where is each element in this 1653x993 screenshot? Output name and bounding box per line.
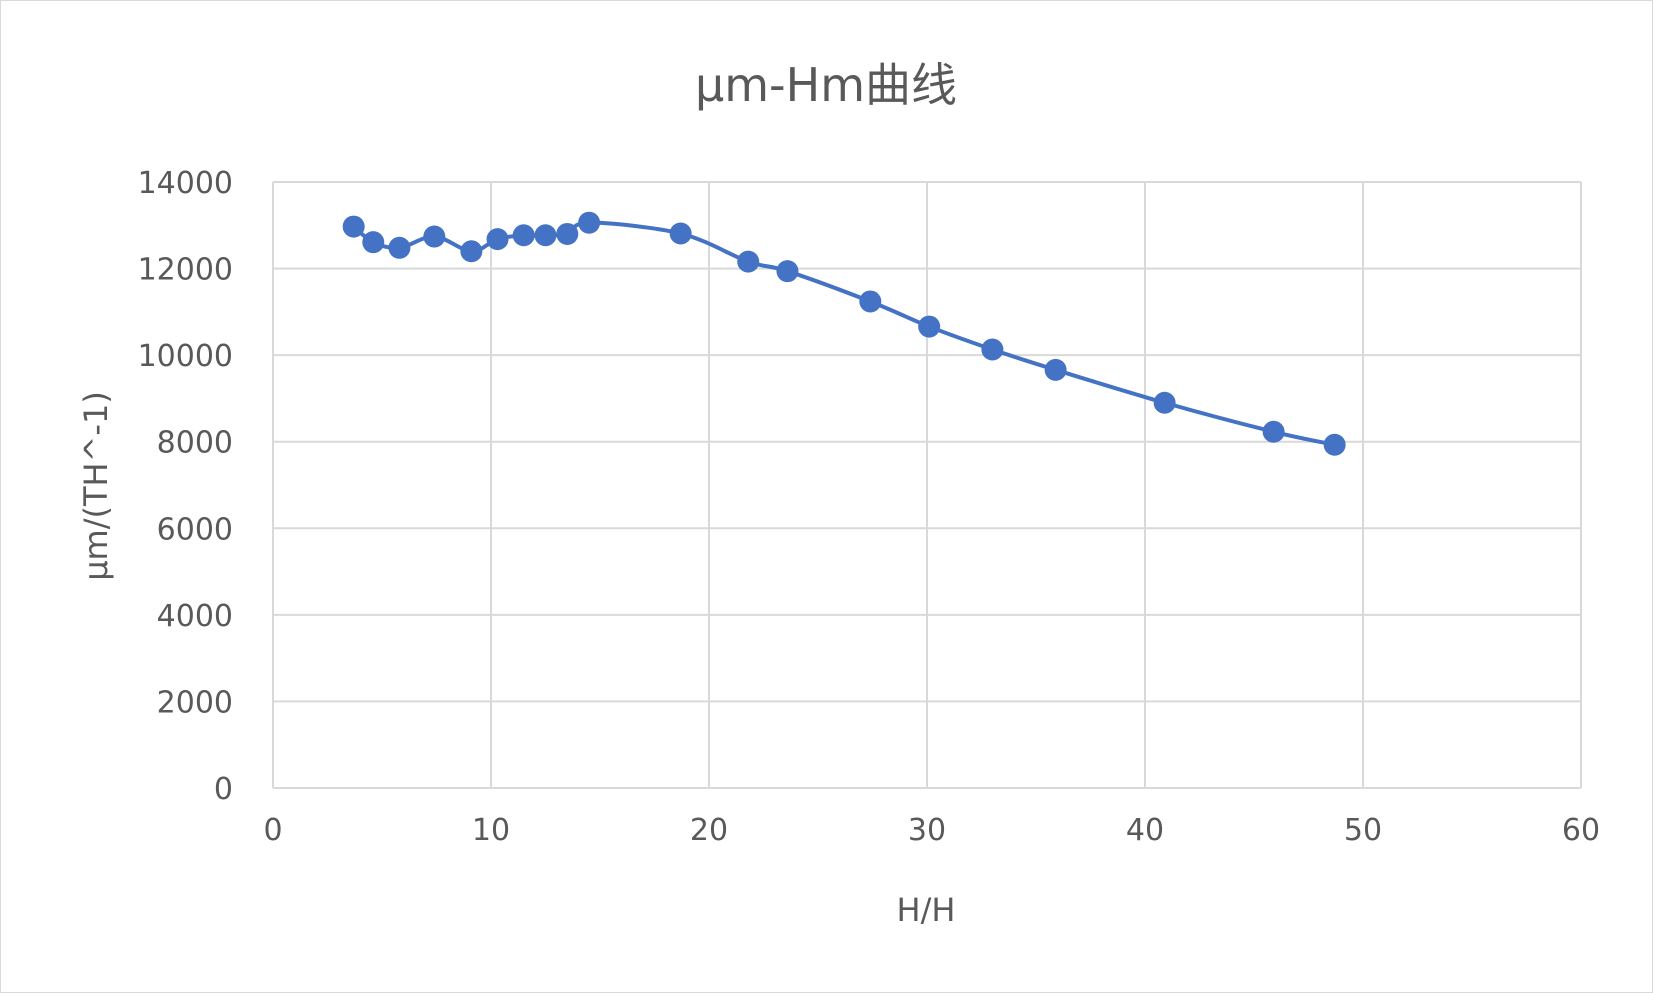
data-point: [486, 228, 509, 251]
y-tick-label: 8000: [157, 426, 233, 461]
x-tick-label: 10: [472, 813, 510, 848]
y-tick-label: 0: [214, 772, 233, 807]
y-tick-label: 10000: [138, 339, 233, 374]
x-tick-label: 30: [908, 813, 946, 848]
x-tick-label: 40: [1126, 813, 1164, 848]
x-axis-label: H/H: [897, 891, 956, 929]
y-tick-label: 14000: [138, 166, 233, 201]
x-tick-label: 60: [1562, 813, 1600, 848]
data-point: [981, 338, 1004, 361]
data-point: [776, 260, 799, 283]
chart-title: μm-Hm曲线: [695, 58, 957, 112]
x-tick-label: 20: [690, 813, 728, 848]
data-point: [1323, 433, 1346, 456]
data-point: [918, 315, 941, 338]
data-point: [342, 215, 365, 238]
data-point: [388, 236, 411, 259]
data-point: [1153, 391, 1176, 414]
data-point: [423, 225, 446, 248]
data-point: [460, 240, 483, 263]
data-point: [578, 211, 601, 234]
x-tick-labels: 0 10 20 30 40 50 60: [263, 813, 1600, 848]
data-point: [859, 290, 882, 313]
data-point: [512, 224, 535, 247]
data-point: [534, 224, 557, 247]
x-tick-label: 0: [263, 813, 282, 848]
series-line: [352, 220, 1336, 447]
data-point: [737, 250, 760, 273]
data-point: [556, 222, 579, 245]
y-axis-label: μm/(TH^-1): [77, 391, 115, 581]
data-points: [342, 211, 1346, 456]
x-tick-label: 50: [1344, 813, 1382, 848]
y-tick-labels: 0 2000 4000 6000 8000 10000 12000 14000: [138, 166, 233, 807]
y-tick-label: 4000: [157, 599, 233, 634]
grid-layer: [272, 181, 1582, 789]
data-point: [362, 231, 385, 254]
y-tick-label: 12000: [138, 253, 233, 288]
y-tick-label: 6000: [157, 512, 233, 547]
data-point: [1044, 358, 1067, 381]
y-tick-label: 2000: [157, 685, 233, 720]
data-point: [669, 222, 692, 245]
data-point: [1262, 420, 1285, 443]
